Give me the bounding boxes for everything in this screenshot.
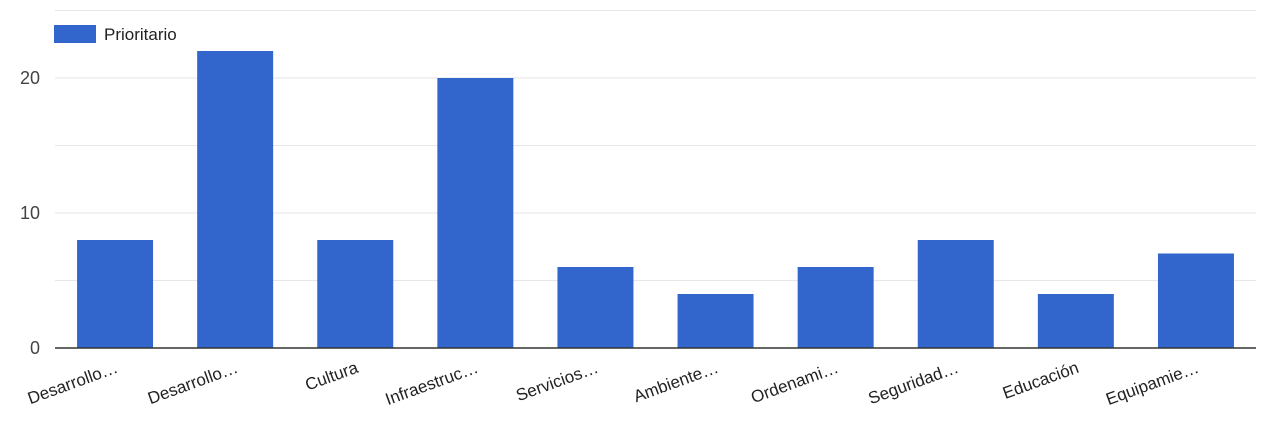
x-tick-label: Servicios… <box>514 358 601 405</box>
bar[interactable] <box>917 240 994 348</box>
bar[interactable] <box>1157 253 1234 349</box>
y-tick-label: 20 <box>20 68 40 88</box>
x-tick-label: Equipamie… <box>1103 358 1201 409</box>
y-tick-label: 0 <box>30 338 40 358</box>
bar[interactable] <box>197 51 274 348</box>
legend-label-prioritario: Prioritario <box>104 25 177 44</box>
legend: Prioritario <box>54 25 177 44</box>
bar[interactable] <box>677 294 754 348</box>
x-tick-label: Desarrollo… <box>145 358 240 408</box>
bar[interactable] <box>557 267 634 348</box>
bar[interactable] <box>317 240 394 348</box>
bars <box>77 51 1234 348</box>
bar[interactable] <box>1037 294 1114 348</box>
x-tick-label: Infraestruc… <box>383 358 481 409</box>
legend-swatch-prioritario <box>54 25 96 43</box>
x-tick-label: Ambiente… <box>631 358 721 406</box>
bar[interactable] <box>437 78 514 348</box>
x-tick-label: Desarrollo… <box>25 358 120 408</box>
x-tick-label: Educación <box>1000 358 1081 403</box>
x-tick-label: Ordenami… <box>748 358 841 407</box>
bar[interactable] <box>77 240 154 348</box>
x-tick-label: Cultura <box>303 358 362 395</box>
bar[interactable] <box>797 267 874 348</box>
y-tick-label: 10 <box>20 203 40 223</box>
x-tick-label: Seguridad… <box>866 358 961 408</box>
